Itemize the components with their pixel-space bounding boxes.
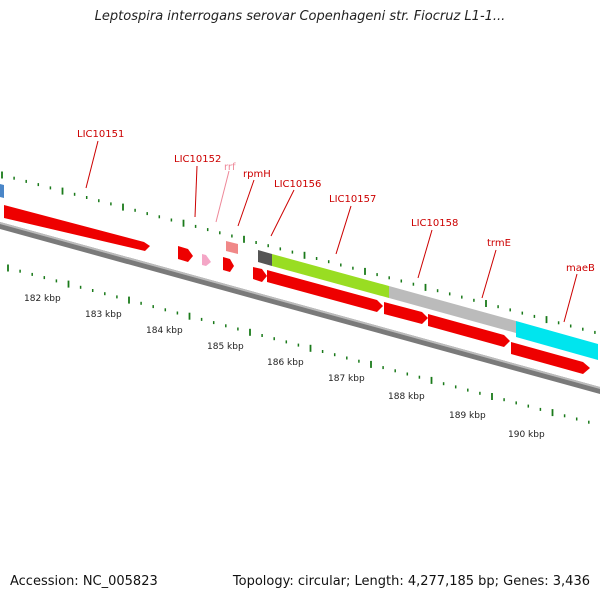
leader-lic10157 xyxy=(335,205,352,255)
leader-trme xyxy=(481,249,497,299)
kbp-label-188: 188 kbp xyxy=(388,392,425,402)
cds-arrow-small xyxy=(223,257,234,272)
cds-arrow-lic10152 xyxy=(178,246,193,262)
kbp-label-187: 187 kbp xyxy=(328,374,365,384)
leader-lic10151 xyxy=(85,140,99,189)
kbp-labels: 182 kbp 183 kbp 184 kbp 185 kbp 186 kbp … xyxy=(24,294,545,440)
lower-tick-track xyxy=(7,264,590,424)
gene-block-left-edge xyxy=(0,184,4,198)
cds-arrow-trme xyxy=(428,314,510,347)
kbp-label-189: 189 kbp xyxy=(449,411,486,421)
gene-label-rrf: rrf xyxy=(224,162,236,173)
kbp-label-183: 183 kbp xyxy=(85,310,122,320)
gene-label-lic10152: LIC10152 xyxy=(174,154,221,165)
kbp-label-186: 186 kbp xyxy=(267,358,304,368)
backbone-highlight xyxy=(0,222,600,389)
gene-label-lic10157: LIC10157 xyxy=(329,194,376,205)
cds-arrow-lic10156 xyxy=(253,267,267,282)
leader-lic10152 xyxy=(194,165,198,218)
kbp-label-185: 185 kbp xyxy=(207,342,244,352)
kbp-label-182: 182 kbp xyxy=(24,294,61,304)
leader-lic10156 xyxy=(270,189,295,237)
cds-arrow-maeb xyxy=(511,342,590,374)
gene-label-rpmh: rpmH xyxy=(243,169,271,180)
genome-stats-text: Topology: circular; Length: 4,277,185 bp… xyxy=(232,574,590,589)
gene-block-grey xyxy=(389,286,516,333)
gene-block-cyan xyxy=(516,321,598,360)
cds-arrow-lic10157 xyxy=(267,270,383,312)
leader-rrf xyxy=(215,170,230,223)
leader-rpmh xyxy=(237,179,255,227)
gene-label-lic10158: LIC10158 xyxy=(411,218,458,229)
gene-label-maeb: maeB xyxy=(566,263,595,274)
gene-label-leaders xyxy=(85,140,578,323)
cds-arrow-lic10158 xyxy=(384,302,428,324)
upper-tick-track xyxy=(1,171,596,334)
gene-label-trme: trmE xyxy=(487,238,511,249)
gene-label-lic10151: LIC10151 xyxy=(77,129,124,140)
leader-lic10158 xyxy=(417,229,433,279)
cds-arrow-lic10151 xyxy=(4,205,150,251)
kbp-label-184: 184 kbp xyxy=(146,326,183,336)
gene-block-green xyxy=(272,254,389,298)
leader-maeb xyxy=(563,273,578,323)
rrf-rna-feature xyxy=(202,254,211,266)
kbp-label-190: 190 kbp xyxy=(508,430,545,440)
map-title: Leptospira interrogans serovar Copenhage… xyxy=(94,9,506,24)
rpmh-trna-feature xyxy=(226,241,238,254)
accession-text: Accession: NC_005823 xyxy=(10,574,158,589)
gene-labels: LIC10151 LIC10152 rrf rpmH LIC10156 LIC1… xyxy=(77,129,595,274)
gene-label-lic10156: LIC10156 xyxy=(274,179,321,190)
gene-block-dark-grey xyxy=(258,250,272,266)
